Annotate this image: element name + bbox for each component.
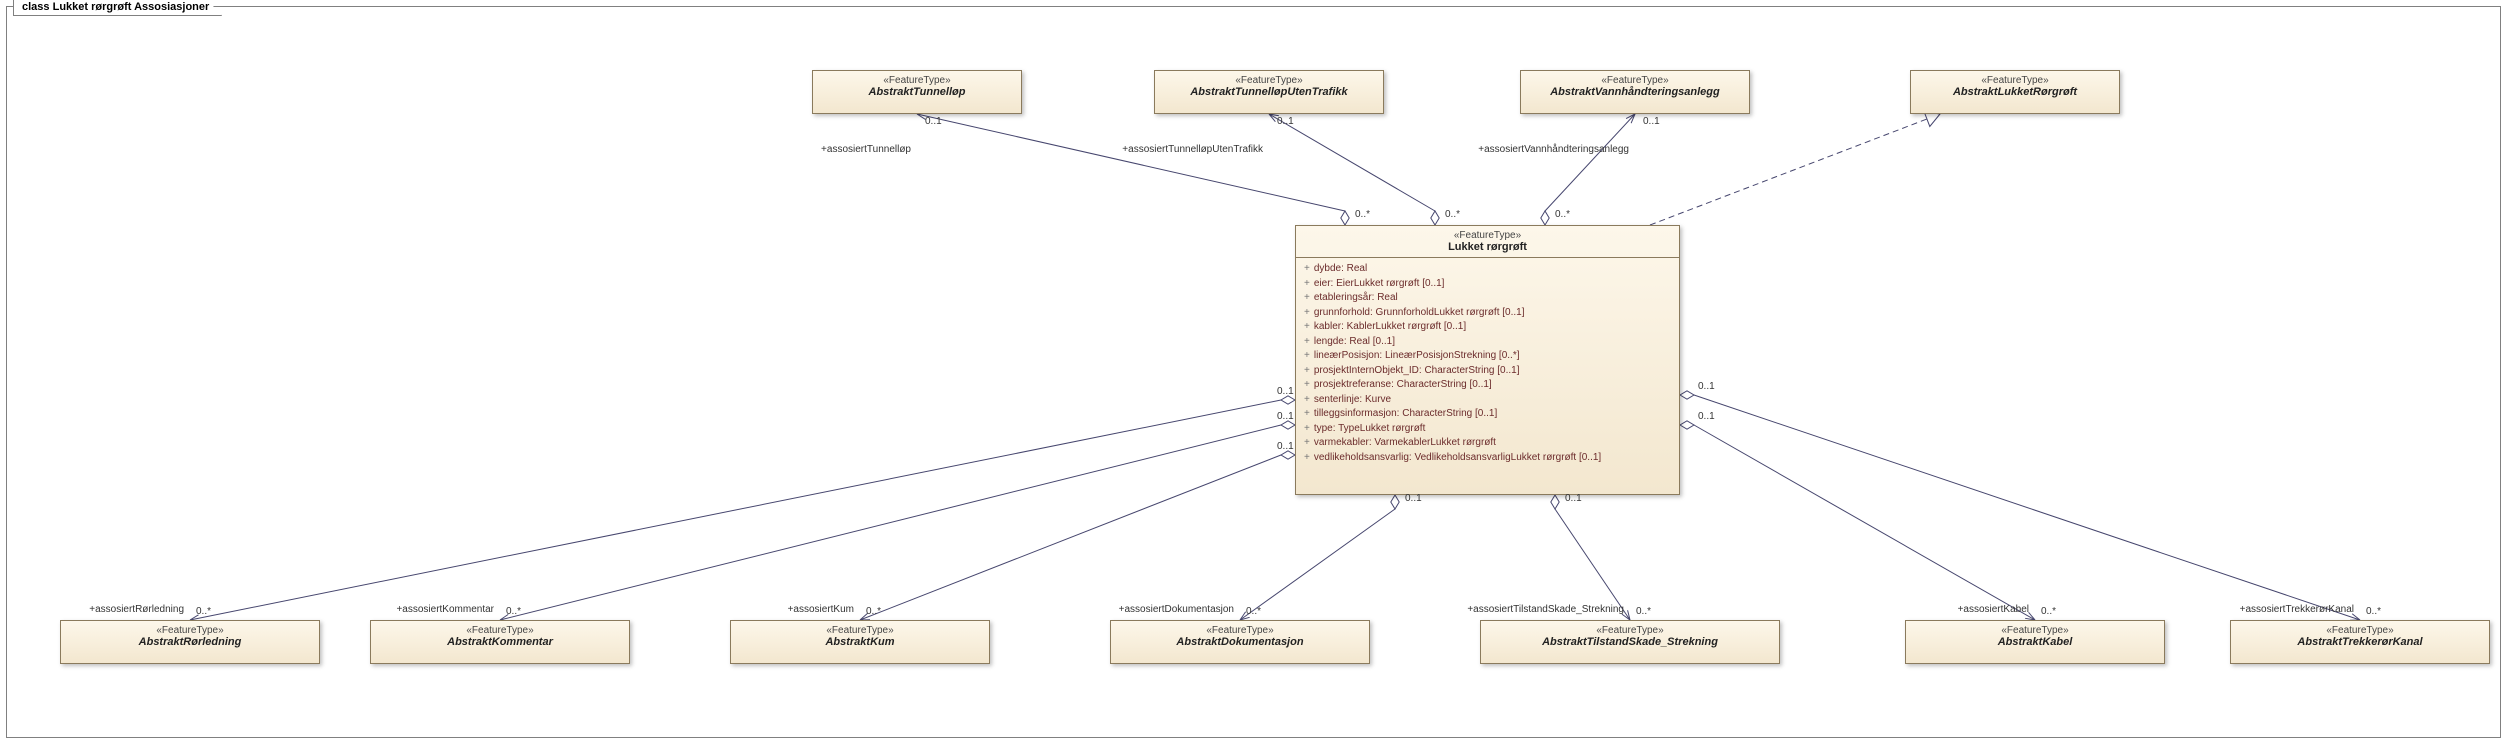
- multiplicity-label: 0..1: [1698, 411, 1715, 422]
- association-role-label: +assosiertVannhåndteringsanlegg: [1478, 144, 1629, 155]
- attribute-row: +grunnforhold: GrunnforholdLukket rørgrø…: [1304, 306, 1671, 321]
- node-abstrakt-kommentar[interactable]: «FeatureType» AbstraktKommentar: [370, 620, 630, 664]
- attribute-row: +tilleggsinformasjon: CharacterString [0…: [1304, 407, 1671, 422]
- attribute-row: +eier: EierLukket rørgrøft [0..1]: [1304, 277, 1671, 292]
- class-name: AbstraktRørledning: [67, 636, 313, 648]
- attribute-row: +lineærPosisjon: LineærPosisjonStrekning…: [1304, 349, 1671, 364]
- multiplicity-label: 0..*: [1555, 209, 1570, 220]
- stereotype: «FeatureType»: [377, 625, 623, 636]
- association-role-label: +assosiertTrekkerørKanal: [2240, 604, 2354, 615]
- class-name: AbstraktLukketRørgrøft: [1917, 86, 2113, 98]
- frame-name: Lukket rørgrøft Assosiasjoner: [53, 1, 210, 13]
- class-name: AbstraktTilstandSkade_Strekning: [1487, 636, 1773, 648]
- multiplicity-label: 0..*: [2366, 606, 2381, 617]
- stereotype: «FeatureType»: [1487, 625, 1773, 636]
- attribute-row: +etableringsår: Real: [1304, 291, 1671, 306]
- stereotype: «FeatureType»: [1912, 625, 2158, 636]
- multiplicity-label: 0..1: [1698, 381, 1715, 392]
- multiplicity-label: 0..1: [1277, 411, 1294, 422]
- stereotype: «FeatureType»: [1527, 75, 1743, 86]
- association-role-label: +assosiertTilstandSkade_Strekning: [1467, 604, 1624, 615]
- attribute-list: +dybde: Real+eier: EierLukket rørgrøft […: [1296, 258, 1679, 469]
- node-abstrakt-tunnellop[interactable]: «FeatureType» AbstraktTunnelløp: [812, 70, 1022, 114]
- node-abstrakt-tunnellop-uten-trafikk[interactable]: «FeatureType» AbstraktTunnelløpUtenTrafi…: [1154, 70, 1384, 114]
- attribute-row: +senterlinje: Kurve: [1304, 393, 1671, 408]
- stereotype: «FeatureType»: [1302, 230, 1673, 241]
- association-role-label: +assosiertRørledning: [89, 604, 184, 615]
- multiplicity-label: 0..*: [1246, 606, 1261, 617]
- multiplicity-label: 0..*: [866, 606, 881, 617]
- node-abstrakt-vannhandteringsanlegg[interactable]: «FeatureType» AbstraktVannhåndteringsanl…: [1520, 70, 1750, 114]
- stereotype: «FeatureType»: [2237, 625, 2483, 636]
- stereotype: «FeatureType»: [1161, 75, 1377, 86]
- diagram-frame-title: class Lukket rørgrøft Assosiasjoner: [13, 0, 222, 16]
- stereotype: «FeatureType»: [819, 75, 1015, 86]
- node-abstrakt-trekkerorkanal[interactable]: «FeatureType» AbstraktTrekkerørKanal: [2230, 620, 2490, 664]
- attribute-row: +varmekabler: VarmekablerLukket rørgrøft: [1304, 436, 1671, 451]
- class-name: Lukket rørgrøft: [1302, 241, 1673, 253]
- multiplicity-label: 0..1: [925, 116, 942, 127]
- multiplicity-label: 0..*: [2041, 606, 2056, 617]
- association-role-label: +assosiertTunnelløp: [821, 144, 911, 155]
- multiplicity-label: 0..*: [1636, 606, 1651, 617]
- node-abstrakt-kum[interactable]: «FeatureType» AbstraktKum: [730, 620, 990, 664]
- node-abstrakt-rorledning[interactable]: «FeatureType» AbstraktRørledning: [60, 620, 320, 664]
- multiplicity-label: 0..1: [1277, 116, 1294, 127]
- node-abstrakt-lukket-rorgroft[interactable]: «FeatureType» AbstraktLukketRørgrøft: [1910, 70, 2120, 114]
- class-name: AbstraktKommentar: [377, 636, 623, 648]
- attribute-row: +lengde: Real [0..1]: [1304, 335, 1671, 350]
- class-name: AbstraktKabel: [1912, 636, 2158, 648]
- node-abstrakt-tilstandskade-strekning[interactable]: «FeatureType» AbstraktTilstandSkade_Stre…: [1480, 620, 1780, 664]
- class-name: AbstraktTunnelløpUtenTrafikk: [1161, 86, 1377, 98]
- multiplicity-label: 0..*: [506, 606, 521, 617]
- attribute-row: +kabler: KablerLukket rørgrøft [0..1]: [1304, 320, 1671, 335]
- stereotype: «FeatureType»: [1917, 75, 2113, 86]
- class-name: AbstraktTrekkerørKanal: [2237, 636, 2483, 648]
- uml-canvas: class Lukket rørgrøft Assosiasjoner «Fea…: [0, 0, 2507, 744]
- association-role-label: +assosiertKum: [788, 604, 854, 615]
- attribute-row: +prosjektInternObjekt_ID: CharacterStrin…: [1304, 364, 1671, 379]
- node-lukket-rorgroft[interactable]: «FeatureType» Lukket rørgrøft +dybde: Re…: [1295, 225, 1680, 495]
- multiplicity-label: 0..1: [1643, 116, 1660, 127]
- association-role-label: +assosiertKabel: [1958, 604, 2029, 615]
- association-role-label: +assosiertTunnelløpUtenTrafikk: [1122, 144, 1263, 155]
- class-name: AbstraktVannhåndteringsanlegg: [1527, 86, 1743, 98]
- stereotype: «FeatureType»: [67, 625, 313, 636]
- attribute-row: +vedlikeholdsansvarlig: Vedlikeholdsansv…: [1304, 451, 1671, 466]
- multiplicity-label: 0..1: [1277, 441, 1294, 452]
- multiplicity-label: 0..*: [1445, 209, 1460, 220]
- class-name: AbstraktKum: [737, 636, 983, 648]
- stereotype: «FeatureType»: [1117, 625, 1363, 636]
- multiplicity-label: 0..*: [196, 606, 211, 617]
- frame-kind: class: [22, 1, 50, 13]
- attribute-row: +dybde: Real: [1304, 262, 1671, 277]
- node-abstrakt-kabel[interactable]: «FeatureType» AbstraktKabel: [1905, 620, 2165, 664]
- class-name: AbstraktDokumentasjon: [1117, 636, 1363, 648]
- multiplicity-label: 0..1: [1405, 493, 1422, 504]
- attribute-row: +type: TypeLukket rørgrøft: [1304, 422, 1671, 437]
- multiplicity-label: 0..*: [1355, 209, 1370, 220]
- multiplicity-label: 0..1: [1565, 493, 1582, 504]
- multiplicity-label: 0..1: [1277, 386, 1294, 397]
- stereotype: «FeatureType»: [737, 625, 983, 636]
- attribute-row: +prosjektreferanse: CharacterString [0..…: [1304, 378, 1671, 393]
- association-role-label: +assosiertDokumentasjon: [1119, 604, 1234, 615]
- node-abstrakt-dokumentasjon[interactable]: «FeatureType» AbstraktDokumentasjon: [1110, 620, 1370, 664]
- association-role-label: +assosiertKommentar: [396, 604, 494, 615]
- class-name: AbstraktTunnelløp: [819, 86, 1015, 98]
